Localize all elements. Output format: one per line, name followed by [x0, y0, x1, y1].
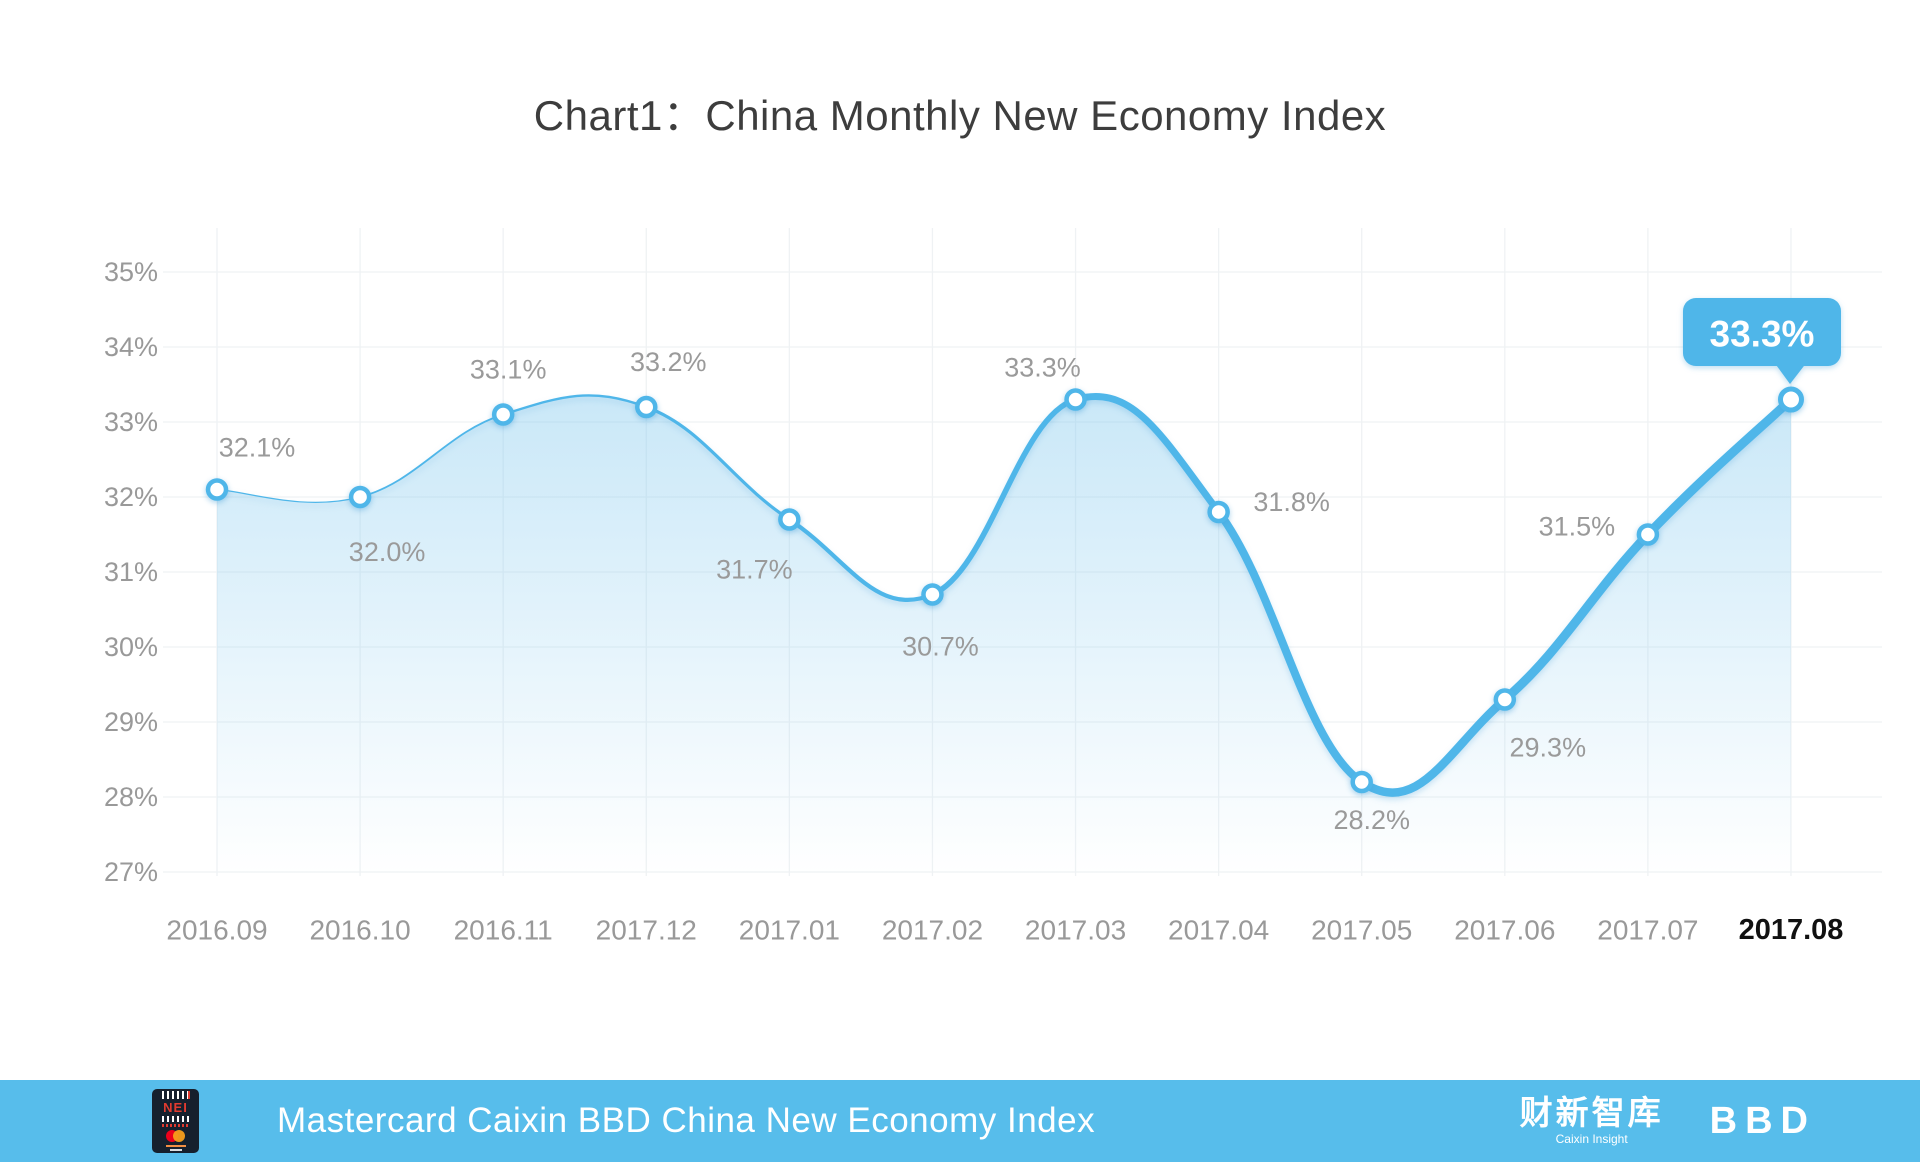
svg-text:2016.11: 2016.11	[454, 915, 553, 946]
svg-text:28.2%: 28.2%	[1333, 805, 1410, 835]
x-axis-labels: 2016.09 2016.10 2016.11 2017.12 2017.01 2017.…	[166, 914, 1843, 946]
svg-text:32%: 32%	[104, 482, 158, 512]
trend-line	[216, 392, 1796, 797]
svg-text:2017.03: 2017.03	[1025, 915, 1126, 946]
svg-text:2016.09: 2016.09	[166, 915, 267, 946]
footer-logos: 财新智库 Caixin Insight BBD	[1520, 1096, 1920, 1146]
nei-barcode2-icon	[161, 1116, 190, 1122]
chart-title: Chart1：China Monthly New Economy Index	[533, 92, 1387, 139]
data-labels: 32.1% 32.0% 33.1% 33.2% 31.7% 30.7% 33.3% 31.8%…	[219, 347, 1615, 835]
caixin-logo-text: 财新智库	[1519, 1094, 1664, 1131]
svg-text:31.5%: 31.5%	[1539, 512, 1616, 542]
mastercard-subtext	[169, 1149, 182, 1151]
bbd-logo: BBD	[1709, 1100, 1816, 1142]
svg-text:2017.12: 2017.12	[596, 915, 697, 946]
nei-logo-text: NEI	[163, 1100, 188, 1115]
svg-text:30%: 30%	[104, 632, 158, 662]
svg-text:33%: 33%	[104, 407, 158, 437]
svg-text:34%: 34%	[104, 332, 158, 362]
svg-text:2017.07: 2017.07	[1597, 915, 1698, 946]
nei-barcode-icon	[161, 1091, 190, 1099]
svg-text:33.1%: 33.1%	[470, 355, 547, 385]
svg-text:32.1%: 32.1%	[219, 433, 296, 463]
svg-text:2017.08: 2017.08	[1739, 914, 1844, 946]
svg-text:33.2%: 33.2%	[630, 347, 707, 377]
tooltip: 33.3%	[1682, 298, 1841, 384]
svg-text:2017.05: 2017.05	[1311, 915, 1412, 946]
svg-text:2017.02: 2017.02	[882, 915, 983, 946]
svg-text:2017.04: 2017.04	[1168, 915, 1269, 946]
footer-bar: NEI Mastercard Caixin BBD China New Econ…	[0, 1080, 1920, 1162]
footer-title: Mastercard Caixin BBD China New Economy …	[277, 1101, 1096, 1140]
svg-text:28%: 28%	[104, 782, 158, 812]
svg-text:27%: 27%	[104, 857, 158, 887]
svg-text:29.3%: 29.3%	[1510, 733, 1587, 763]
caixin-insight-logo: 财新智库 Caixin Insight	[1520, 1096, 1664, 1146]
svg-text:2016.10: 2016.10	[309, 915, 410, 946]
svg-text:35%: 35%	[104, 257, 158, 287]
svg-text:2017.01: 2017.01	[739, 915, 840, 946]
svg-text:33.3%: 33.3%	[1710, 314, 1815, 355]
svg-text:29%: 29%	[104, 707, 158, 737]
svg-text:31.7%: 31.7%	[716, 555, 793, 585]
caixin-logo-subtext: Caixin Insight	[1555, 1132, 1628, 1146]
nei-logo: NEI	[152, 1089, 199, 1153]
mastercard-icon	[166, 1130, 185, 1142]
area-fill	[217, 395, 1791, 876]
data-point-markers	[205, 386, 1804, 794]
svg-text:31%: 31%	[104, 557, 158, 587]
svg-text:33.3%: 33.3%	[1004, 353, 1081, 383]
svg-text:31.8%: 31.8%	[1253, 487, 1330, 517]
svg-text:30.7%: 30.7%	[902, 632, 979, 662]
mastercard-wordmark	[165, 1145, 186, 1147]
svg-text:2017.06: 2017.06	[1454, 915, 1555, 946]
svg-text:32.0%: 32.0%	[349, 537, 426, 567]
nei-chinese-strip	[161, 1124, 190, 1127]
y-axis-labels: 35% 34% 33% 32% 31% 30% 29% 28% 27%	[104, 257, 158, 887]
